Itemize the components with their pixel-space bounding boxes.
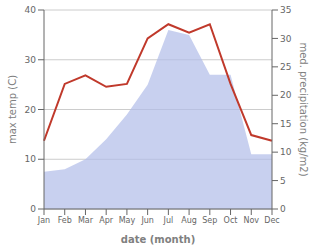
svg-text:date (month): date (month) (121, 234, 195, 245)
svg-text:med. precipitation (kg/m2): med. precipitation (kg/m2) (298, 42, 309, 176)
svg-text:Jul: Jul (163, 216, 174, 225)
svg-text:40: 40 (25, 5, 37, 15)
svg-text:Nov: Nov (243, 216, 259, 225)
svg-text:Apr: Apr (99, 216, 114, 225)
svg-text:0: 0 (280, 204, 286, 214)
svg-text:0: 0 (30, 204, 36, 214)
svg-text:25: 25 (280, 62, 291, 72)
svg-text:Oct: Oct (224, 216, 238, 225)
svg-text:35: 35 (280, 5, 291, 15)
svg-text:Jan: Jan (37, 216, 50, 225)
svg-text:Aug: Aug (181, 216, 197, 225)
svg-text:Dec: Dec (264, 216, 279, 225)
svg-text:20: 20 (25, 105, 37, 115)
svg-text:15: 15 (280, 119, 291, 129)
svg-text:20: 20 (280, 90, 292, 100)
svg-text:Sep: Sep (202, 216, 217, 225)
svg-text:30: 30 (25, 55, 37, 65)
svg-text:Feb: Feb (58, 216, 72, 225)
svg-text:30: 30 (280, 34, 292, 44)
svg-text:10: 10 (280, 147, 292, 157)
svg-text:Mar: Mar (78, 216, 94, 225)
svg-text:May: May (119, 216, 136, 225)
svg-text:10: 10 (25, 154, 37, 164)
svg-text:max temp (C): max temp (C) (8, 75, 18, 144)
svg-text:5: 5 (280, 176, 286, 186)
svg-text:Jun: Jun (140, 216, 154, 225)
